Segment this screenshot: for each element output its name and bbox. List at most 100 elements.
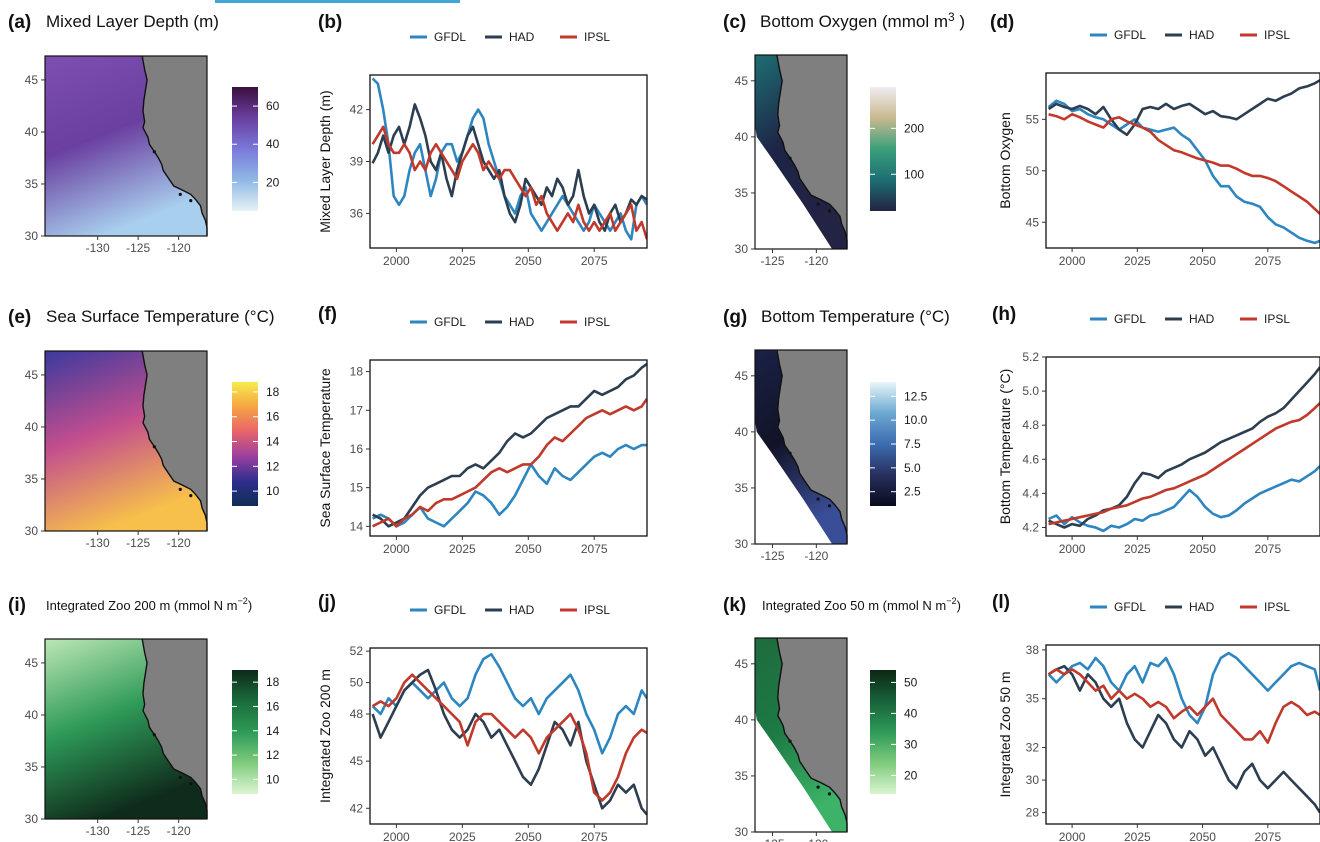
series-line-ipsl xyxy=(371,125,647,240)
y-axis-label: Sea Surface Temperature xyxy=(317,368,333,527)
x-tick-label: 2025 xyxy=(449,542,476,556)
map-frame xyxy=(44,55,208,237)
y-tick-label: 35 xyxy=(735,186,749,200)
map-title: Integrated Zoo 50 m (mmol N m−2) xyxy=(762,596,961,613)
y-tick-label: 40 xyxy=(25,420,39,434)
island xyxy=(189,782,193,786)
colorbar-tick-label: 14 xyxy=(266,724,280,738)
colorbar-tick-label: 7.5 xyxy=(904,437,921,451)
y-tick-label: 55 xyxy=(1026,112,1040,126)
map-title: Bottom Temperature (°C) xyxy=(761,307,950,326)
series-line-gfdl xyxy=(371,77,647,241)
y-tick-label: 40 xyxy=(25,125,39,139)
colorbar-tick-label: 5.0 xyxy=(904,461,921,475)
series-line-gfdl xyxy=(1047,651,1320,725)
series-line-had xyxy=(1047,79,1320,137)
panel-label: (g) xyxy=(723,307,747,328)
x-tick-label: 2050 xyxy=(1189,542,1216,556)
y-tick-label: 45 xyxy=(25,656,39,670)
y-tick-label: 16 xyxy=(350,442,364,456)
map-title-text: Sea Surface Temperature (°C) xyxy=(46,307,275,326)
coastline xyxy=(776,54,848,249)
legend-label: HAD xyxy=(1189,28,1215,42)
x-tick-label: 2050 xyxy=(1189,254,1216,268)
legend-label: HAD xyxy=(509,30,535,44)
series-line-ipsl xyxy=(1048,112,1320,215)
colorbar xyxy=(232,670,258,794)
x-tick-label: 2075 xyxy=(581,830,608,842)
y-tick-label: 35 xyxy=(25,760,39,774)
x-tick-label: 2025 xyxy=(1124,542,1151,556)
series-line-had xyxy=(1048,366,1320,529)
map-title: Integrated Zoo 200 m (mmol N m−2) xyxy=(46,596,252,613)
map-title-end: ) xyxy=(248,598,252,613)
legend-label: IPSL xyxy=(584,30,610,44)
legend-label: IPSL xyxy=(584,315,610,329)
panel-label: (d) xyxy=(990,12,1014,33)
top-color-strip xyxy=(215,0,460,3)
panel-label: (h) xyxy=(992,304,1016,325)
map-panel-k: (k) Integrated Zoo 50 m (mmol N m−2) -125 -… xyxy=(723,595,961,842)
colorbar xyxy=(232,382,258,506)
x-tick-label: 2000 xyxy=(383,830,410,842)
x-tick-label: 2000 xyxy=(1059,254,1086,268)
colorbar-tick-label: 30 xyxy=(904,737,918,751)
colorbar xyxy=(870,87,896,211)
x-tick-label: 2075 xyxy=(1254,542,1281,556)
x-tick-label: -120 xyxy=(167,536,191,550)
y-tick-label: 40 xyxy=(735,713,749,727)
series-line-had xyxy=(1047,664,1320,814)
island xyxy=(816,785,820,789)
island xyxy=(827,792,832,796)
series-line-had xyxy=(371,103,647,232)
colorbar-tick-label: 50 xyxy=(904,675,918,689)
series-line-gfdl xyxy=(1048,465,1320,533)
coastline xyxy=(141,350,208,531)
colorbar-tick-label: 14 xyxy=(266,435,280,449)
y-axis-label: Integrated Zoo 50 m xyxy=(997,671,1013,797)
y-tick-label: 32 xyxy=(1026,741,1040,755)
land xyxy=(776,350,847,544)
x-tick-label: 2075 xyxy=(581,542,608,556)
colorbar-tick-label: 2.5 xyxy=(904,485,921,499)
legend-label: HAD xyxy=(509,603,535,617)
legend-label: IPSL xyxy=(1264,28,1290,42)
land xyxy=(142,639,207,819)
island xyxy=(827,209,832,213)
map-frame xyxy=(754,349,848,545)
y-tick-label: 38 xyxy=(1026,643,1040,657)
y-tick-label: 36 xyxy=(350,206,364,220)
panel-label: (k) xyxy=(723,595,746,616)
coastline xyxy=(141,638,208,819)
chart-h: (h) GFDL HAD IPSL 2000 2025 2050 2075 4.2 4.4 4.6 4… xyxy=(992,304,1320,556)
colorbar-tick-label: 100 xyxy=(904,167,924,181)
colorbar-tick-label: 10 xyxy=(266,484,280,498)
island xyxy=(178,487,182,491)
land xyxy=(776,55,847,249)
x-tick-label: -120 xyxy=(167,824,191,838)
panel-label: (c) xyxy=(723,12,746,33)
land xyxy=(776,638,847,832)
y-tick-label: 4.6 xyxy=(1022,452,1039,466)
series-line-ipsl xyxy=(1047,668,1320,744)
plot-frame xyxy=(1045,356,1320,537)
colorbar-tick-label: 10.0 xyxy=(904,413,928,427)
colorbar-tick-label: 20 xyxy=(904,768,918,782)
x-tick-label: 2000 xyxy=(383,254,410,268)
map-title: Mixed Layer Depth (m) xyxy=(46,12,219,31)
island xyxy=(788,156,792,160)
map-title-text: Integrated Zoo 200 m (mmol N m xyxy=(46,598,237,613)
y-tick-label: 45 xyxy=(735,369,749,383)
plot-frame xyxy=(369,647,648,825)
y-tick-label: 45 xyxy=(1026,215,1040,229)
legend-label: HAD xyxy=(1189,312,1215,326)
map-frame xyxy=(754,637,848,833)
series-line-had xyxy=(371,668,647,816)
colorbar-tick-label: 40 xyxy=(266,137,280,151)
island xyxy=(788,739,792,743)
island xyxy=(189,494,193,498)
y-tick-label: 52 xyxy=(350,644,364,658)
y-tick-label: 45 xyxy=(25,368,39,382)
legend-label: IPSL xyxy=(1264,600,1290,614)
